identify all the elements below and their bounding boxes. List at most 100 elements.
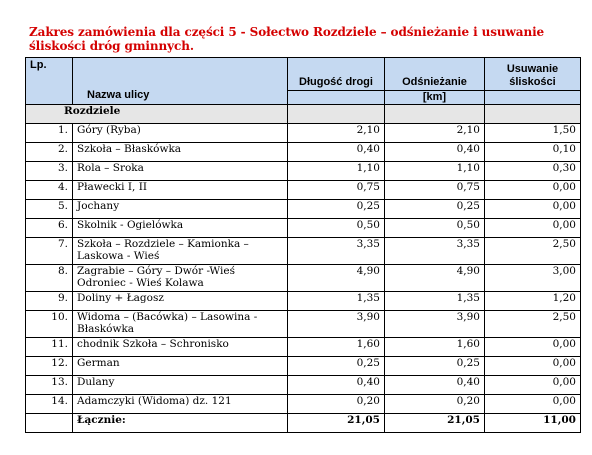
row-length: 0,25 — [287, 355, 385, 376]
row-ice: 0,00 — [484, 355, 581, 376]
table-row: 6. Skolnik - Ogielówka 0,50 0,50 0,00 — [25, 217, 581, 238]
row-snow: 4,90 — [384, 263, 485, 292]
header-lp: Lp. — [25, 57, 73, 105]
row-name: Jochany — [72, 198, 288, 219]
table-row: 14. Adamczyki (Widoma) dz. 121 0,20 0,20 0,0… — [25, 393, 581, 414]
row-snow: 0,50 — [384, 217, 485, 238]
row-ice: 1,50 — [484, 122, 581, 143]
row-ice: 0,00 — [484, 179, 581, 200]
row-ice: 0,00 — [484, 217, 581, 238]
table-row: 3. Rola – Sroka 1,10 1,10 0,30 — [25, 160, 581, 181]
total-length: 21,05 — [287, 412, 385, 433]
row-snow: 1,60 — [384, 336, 485, 357]
row-ice: 1,20 — [484, 290, 581, 311]
row-ice: 0,30 — [484, 160, 581, 181]
row-ice: 3,00 — [484, 263, 581, 292]
row-name: Rola – Sroka — [72, 160, 288, 181]
row-name: chodnik Szkoła – Schronisko — [72, 336, 288, 357]
row-name: Dulany — [72, 374, 288, 395]
row-snow: 3,90 — [384, 309, 485, 338]
header-snow: Odśnieżanie — [384, 57, 485, 91]
row-snow: 1,10 — [384, 160, 485, 181]
row-snow: 0,25 — [384, 198, 485, 219]
row-name: Zagrabie – Góry – Dwór -Wieś Odroniec - … — [72, 263, 288, 292]
total-label: Łącznie: — [72, 412, 288, 433]
row-lp: 9. — [25, 290, 73, 311]
total-snow: 21,05 — [384, 412, 485, 433]
group-blank-2 — [384, 103, 485, 124]
row-ice: 0,00 — [484, 393, 581, 414]
row-name: Doliny + Łagosz — [72, 290, 288, 311]
row-snow: 0,25 — [384, 355, 485, 376]
total-blank — [25, 412, 73, 433]
row-length: 1,35 — [287, 290, 385, 311]
row-lp: 10. — [25, 309, 73, 338]
header-ice: Usuwanie śliskości — [484, 57, 581, 91]
row-length: 4,90 — [287, 263, 385, 292]
header-name: Nazwa ulicy — [72, 57, 288, 105]
row-length: 0,40 — [287, 141, 385, 162]
table-row: 13. Dulany 0,40 0,40 0,00 — [25, 374, 581, 395]
row-snow: 0,75 — [384, 179, 485, 200]
row-length: 1,10 — [287, 160, 385, 181]
row-ice: 2,50 — [484, 309, 581, 338]
row-ice: 0,00 — [484, 374, 581, 395]
row-name: Szkoła – Błaskówka — [72, 141, 288, 162]
row-name: German — [72, 355, 288, 376]
table-row: 5. Jochany 0,25 0,25 0,00 — [25, 198, 581, 219]
table-row: 10. Widoma – (Bacówka) – Lasowina - Błask… — [25, 309, 581, 338]
row-name: Szkoła – Rozdziele – Kamionka – Laskowa … — [72, 236, 288, 265]
document-title: Zakres zamówienia dla części 5 - Sołectw… — [29, 25, 545, 53]
table-row: 9. Doliny + Łagosz 1,35 1,35 1,20 — [25, 290, 581, 311]
row-snow: 3,35 — [384, 236, 485, 265]
row-name: Skolnik - Ogielówka — [72, 217, 288, 238]
group-blank-1 — [287, 103, 385, 124]
table-row: 1. Góry (Ryba) 2,10 2,10 1,50 — [25, 122, 581, 143]
row-lp: 7. — [25, 236, 73, 265]
row-snow: 0,20 — [384, 393, 485, 414]
row-name: Adamczyki (Widoma) dz. 121 — [72, 393, 288, 414]
total-ice: 11,00 — [484, 412, 581, 433]
row-length: 2,10 — [287, 122, 385, 143]
table-row: 8. Zagrabie – Góry – Dwór -Wieś Odroniec … — [25, 263, 581, 292]
row-length: 0,50 — [287, 217, 385, 238]
table-row: 2. Szkoła – Błaskówka 0,40 0,40 0,10 — [25, 141, 581, 162]
row-length: 3,35 — [287, 236, 385, 265]
row-lp: 5. — [25, 198, 73, 219]
header-row: Lp. Nazwa ulicy Długość drogi Odśnieżani… — [25, 57, 581, 105]
table-row: 11. chodnik Szkoła – Schronisko 1,60 1,60 0,… — [25, 336, 581, 357]
row-length: 1,60 — [287, 336, 385, 357]
table-row: 12. German 0,25 0,25 0,00 — [25, 355, 581, 376]
row-length: 0,25 — [287, 198, 385, 219]
row-name: Pławecki I, II — [72, 179, 288, 200]
table-row: 7. Szkoła – Rozdziele – Kamionka – Laskow… — [25, 236, 581, 265]
row-lp: 4. — [25, 179, 73, 200]
row-length: 0,20 — [287, 393, 385, 414]
row-name: Góry (Ryba) — [72, 122, 288, 143]
row-lp: 13. — [25, 374, 73, 395]
header-length: Długość drogi — [287, 57, 385, 91]
header-unit-blank-2 — [484, 90, 581, 105]
row-snow: 0,40 — [384, 141, 485, 162]
row-lp: 8. — [25, 263, 73, 292]
row-length: 0,75 — [287, 179, 385, 200]
table-row: 4. Pławecki I, II 0,75 0,75 0,00 — [25, 179, 581, 200]
row-lp: 1. — [25, 122, 73, 143]
row-snow: 1,35 — [384, 290, 485, 311]
row-snow: 2,10 — [384, 122, 485, 143]
row-length: 3,90 — [287, 309, 385, 338]
group-label: Rozdziele — [25, 103, 288, 124]
row-name: Widoma – (Bacówka) – Lasowina - Błaskówk… — [72, 309, 288, 338]
row-ice: 0,00 — [484, 198, 581, 219]
row-lp: 6. — [25, 217, 73, 238]
row-lp: 3. — [25, 160, 73, 181]
roads-table: Lp. Nazwa ulicy Długość drogi Odśnieżani… — [25, 57, 581, 433]
row-lp: 12. — [25, 355, 73, 376]
row-lp: 11. — [25, 336, 73, 357]
header-unit-blank-1 — [287, 90, 385, 105]
row-lp: 14. — [25, 393, 73, 414]
header-unit: [km] — [384, 90, 485, 105]
row-ice: 2,50 — [484, 236, 581, 265]
total-row: Łącznie: 21,05 21,05 11,00 — [25, 412, 581, 433]
row-ice: 0,10 — [484, 141, 581, 162]
